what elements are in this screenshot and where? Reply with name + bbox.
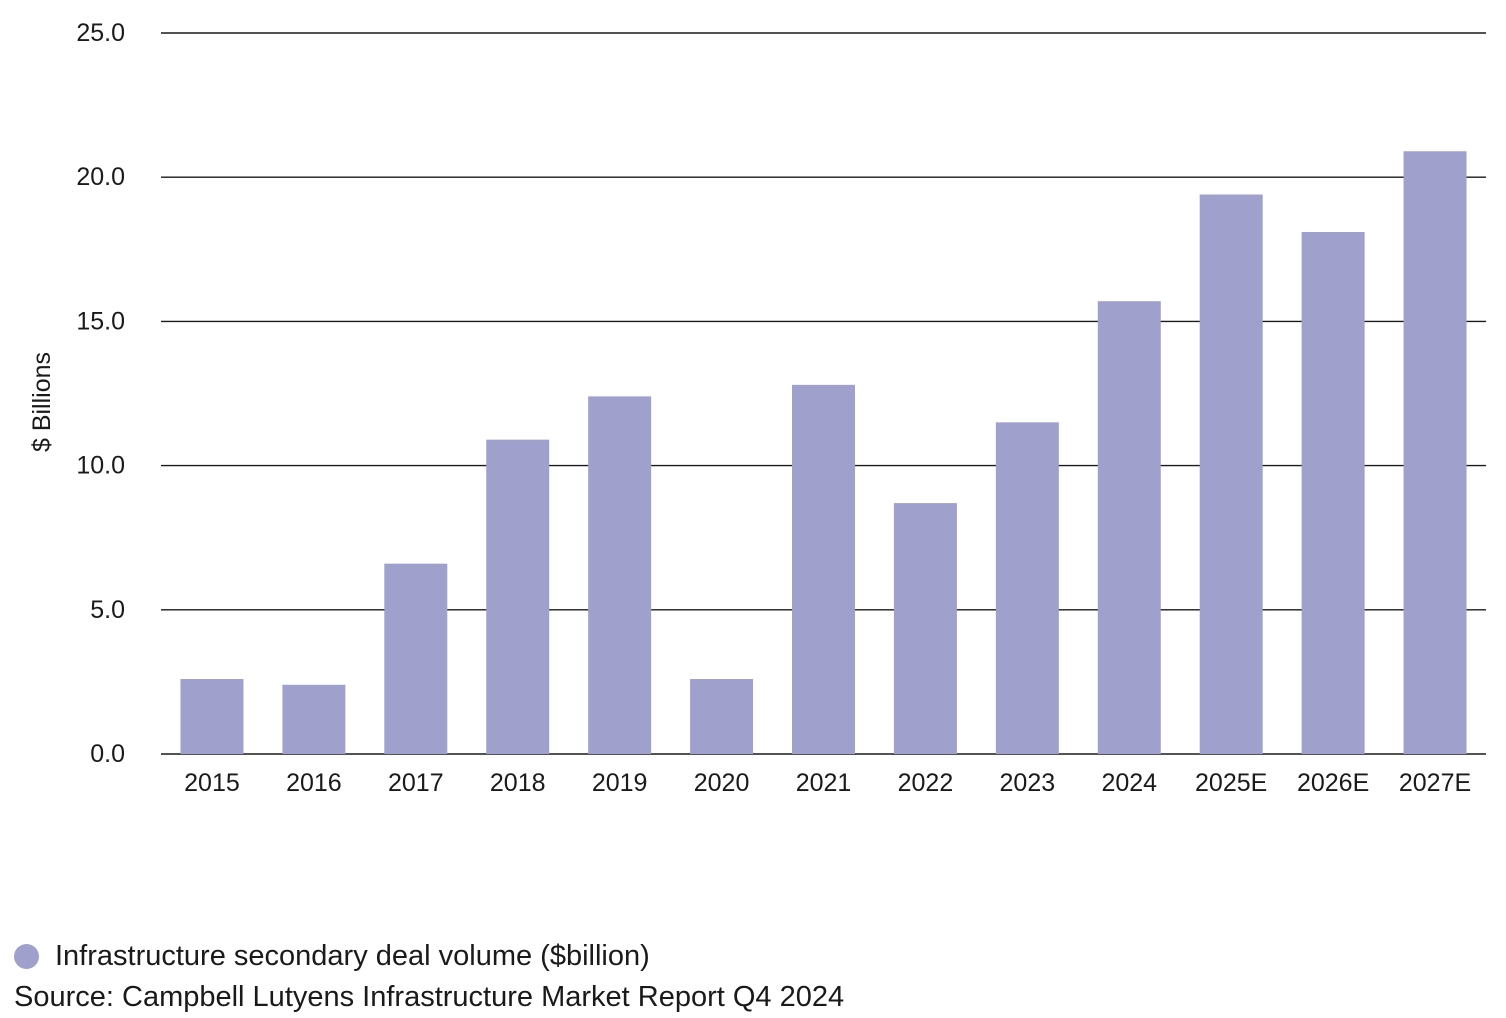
x-tick-label: 2019 xyxy=(592,769,648,797)
x-tick-label: 2022 xyxy=(898,769,954,797)
x-tick-label: 2017 xyxy=(388,769,444,797)
bar-2017 xyxy=(384,563,448,754)
bars xyxy=(180,151,1467,755)
legend-swatch-icon xyxy=(14,944,39,969)
x-tick-label: 2015 xyxy=(184,769,240,797)
x-tick-label: 2020 xyxy=(694,769,750,797)
x-tick-label: 2026E xyxy=(1297,769,1369,797)
bar-2025E xyxy=(1199,194,1263,754)
x-tick-label: 2021 xyxy=(796,769,852,797)
bar-chart: 0.05.010.015.020.025.0 2015 2016 2017 2018 2… xyxy=(28,19,1486,797)
bar-2019 xyxy=(588,396,652,754)
bar-2016 xyxy=(282,684,346,754)
y-axis-tick-labels: 0.0 5.0 10.0 15.0 20.0 25.0 xyxy=(76,19,125,768)
x-tick-label: 2024 xyxy=(1101,769,1157,797)
bar-2015 xyxy=(180,679,244,754)
legend-label: Infrastructure secondary deal volume ($b… xyxy=(55,940,650,972)
y-tick-label: 10.0 xyxy=(76,452,125,480)
y-tick-label: 0.0 xyxy=(90,740,125,768)
y-axis-title: $ Billions xyxy=(28,352,56,452)
y-tick-label: 25.0 xyxy=(76,19,125,47)
y-tick-label: 5.0 xyxy=(90,596,125,624)
x-tick-label: 2027E xyxy=(1399,769,1471,797)
source-note: Source: Campbell Lutyens Infrastructure … xyxy=(14,981,845,1013)
y-tick-label: 20.0 xyxy=(76,163,125,191)
x-axis-tick-labels: 2015 2016 2017 2018 2019 2020 2021 2022 2023 2024… xyxy=(184,769,1471,797)
bar-2026E xyxy=(1301,231,1365,755)
x-tick-label: 2018 xyxy=(490,769,546,797)
bar-2022 xyxy=(893,503,957,754)
bar-2021 xyxy=(792,384,855,754)
bar-2018 xyxy=(486,439,550,754)
legend: Infrastructure secondary deal volume ($b… xyxy=(14,940,650,973)
bar-2023 xyxy=(995,422,1059,754)
bar-2024 xyxy=(1097,301,1161,754)
bar-2020 xyxy=(690,679,754,754)
y-tick-label: 15.0 xyxy=(76,307,125,335)
bar-2027E xyxy=(1403,151,1467,754)
x-tick-label: 2023 xyxy=(1000,769,1056,797)
x-tick-label: 2016 xyxy=(286,769,342,797)
x-tick-label: 2025E xyxy=(1195,769,1267,797)
